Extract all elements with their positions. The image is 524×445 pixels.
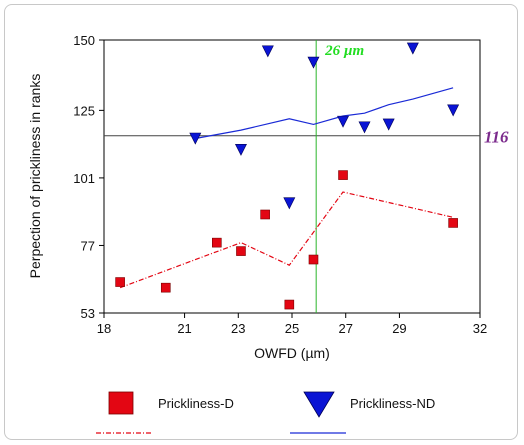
data-point-prickliness-nd (307, 56, 320, 69)
x-tick-label: 18 (97, 321, 111, 336)
data-point-prickliness-nd (337, 115, 350, 128)
data-point-prickliness-d (338, 170, 348, 180)
data-point-prickliness-nd (234, 143, 247, 156)
y-tick-label: 101 (73, 171, 95, 186)
x-tick-label: 32 (473, 321, 487, 336)
data-point-prickliness-nd (358, 121, 371, 134)
data-point-prickliness-d (160, 282, 171, 293)
legend-label-prickliness-nd: Prickliness-ND (350, 396, 435, 411)
data-point-prickliness-nd (382, 118, 395, 131)
x-tick-label: 23 (231, 321, 245, 336)
x-tick-label: 21 (177, 321, 191, 336)
reference-label-horizontal: 116 (484, 128, 509, 147)
trend-line-prickliness-d (119, 191, 454, 289)
data-point-prickliness-d (308, 254, 319, 265)
legend-marker-prickliness-nd (303, 391, 335, 418)
data-point-prickliness-nd (261, 45, 274, 58)
x-tick-label: 25 (285, 321, 299, 336)
data-point-prickliness-d (260, 209, 270, 220)
data-point-prickliness-d (236, 246, 246, 256)
data-point-prickliness-d (115, 277, 125, 287)
legend-marker-prickliness-d (108, 391, 134, 415)
data-point-prickliness-nd (406, 42, 419, 55)
y-tick-label: 150 (73, 33, 95, 48)
y-tick-label: 77 (81, 238, 95, 253)
plot-area (103, 39, 481, 314)
reference-label-vertical: 26 µm (324, 43, 364, 59)
y-axis-title: Perpection of prickliness in ranks (27, 74, 43, 279)
data-point-prickliness-nd (447, 104, 460, 117)
data-point-prickliness-d (284, 299, 295, 310)
x-axis-title: OWFD (µm) (254, 345, 330, 361)
legend-label-prickliness-d: Prickliness-D (158, 396, 234, 411)
x-tick-label: 27 (338, 321, 352, 336)
y-tick-label: 125 (73, 103, 95, 118)
data-point-prickliness-d (212, 237, 222, 248)
data-point-prickliness-nd (283, 197, 296, 210)
data-point-prickliness-nd (189, 132, 202, 145)
x-tick-label: 29 (392, 321, 406, 336)
data-point-prickliness-d (448, 218, 458, 228)
y-tick-label: 53 (81, 306, 95, 321)
